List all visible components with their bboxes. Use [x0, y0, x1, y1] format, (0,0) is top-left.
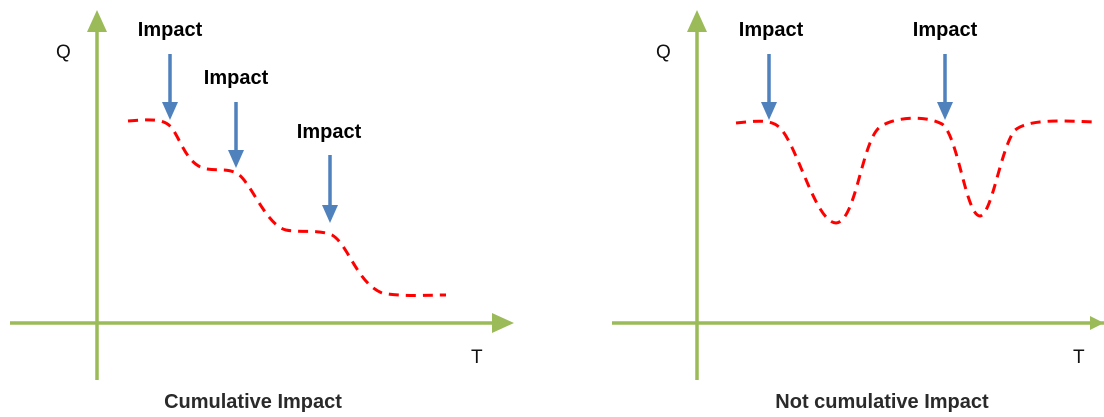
x-axis-label: T	[471, 347, 483, 368]
impact-arrow	[937, 54, 953, 120]
panel-not-cumulative: Q T Impact Impact Not cumulative Impact	[612, 10, 1104, 413]
x-axis-arrowhead	[492, 313, 514, 333]
impact-arrow	[322, 155, 338, 223]
panel-caption: Cumulative Impact	[164, 391, 342, 413]
impact-arrow	[228, 102, 244, 168]
impact-label: Impact	[138, 19, 203, 41]
quality-curve	[127, 118, 447, 297]
impact-label: Impact	[913, 19, 978, 41]
y-axis-arrowhead	[87, 10, 107, 32]
impact-arrow	[162, 54, 178, 120]
impact-arrow	[761, 54, 777, 120]
impact-label: Impact	[204, 67, 269, 89]
y-axis-label: Q	[56, 42, 71, 63]
x-axis-label: T	[1073, 347, 1085, 368]
panel-caption: Not cumulative Impact	[775, 391, 989, 413]
y-axis-label: Q	[656, 42, 671, 63]
quality-curve	[735, 116, 1095, 225]
y-axis-arrowhead	[687, 10, 707, 32]
impact-label: Impact	[297, 121, 362, 143]
impact-label: Impact	[739, 19, 804, 41]
panel-cumulative: Q T Impact Impact Impact Cumulative Impa…	[10, 10, 514, 413]
x-axis-arrowhead	[1090, 316, 1104, 330]
